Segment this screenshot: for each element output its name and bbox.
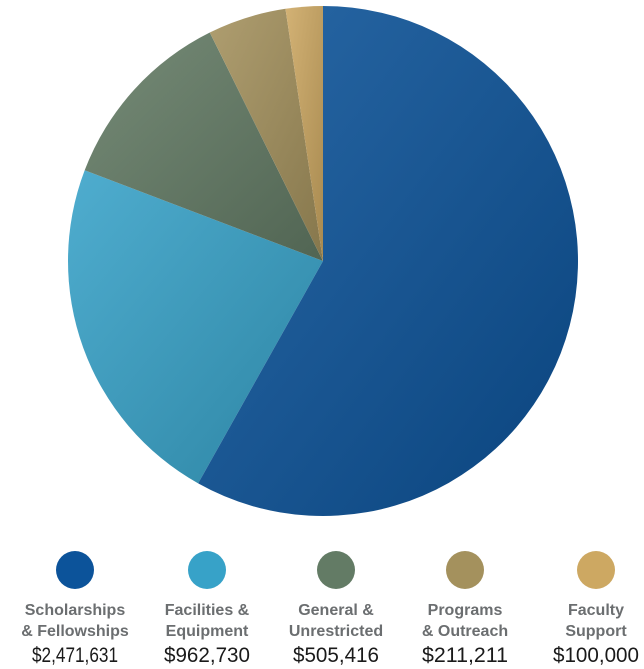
legend-value-facilities-and-equipment: $962,730 bbox=[164, 644, 250, 667]
legend-label-general-and-unrestricted-line-1: General & bbox=[298, 602, 374, 619]
legend-label-scholarships-and-fellowships-line-1: Scholarships bbox=[25, 602, 126, 619]
pie-slice-scholarships-and-fellowships bbox=[198, 6, 579, 516]
legend-label-programs-and-outreach-line-1: Programs bbox=[428, 602, 503, 619]
pie-slice-facilities-and-equipment bbox=[68, 170, 323, 484]
pie-slice-general-and-unrestricted bbox=[84, 32, 323, 262]
pie-slice-programs-and-outreach bbox=[209, 8, 323, 262]
legend-item-faculty-support: Faculty Support $100,000 bbox=[553, 551, 639, 667]
legend-swatch-faculty-support bbox=[577, 551, 615, 589]
pie-slices bbox=[68, 6, 579, 516]
legend-label-scholarships-and-fellowships-line-2: & Fellowships bbox=[21, 623, 129, 640]
legend-label-general-and-unrestricted-line-2: Unrestricted bbox=[289, 623, 383, 640]
legend-value-programs-and-outreach: $211,211 bbox=[422, 644, 508, 667]
legend-label-programs-and-outreach-line-2: & Outreach bbox=[422, 623, 508, 640]
legend-value-general-and-unrestricted: $505,416 bbox=[293, 644, 379, 667]
legend-label-faculty-support-line-2: Support bbox=[565, 623, 627, 640]
legend-label-facilities-and-equipment-line-2: Equipment bbox=[166, 623, 249, 640]
legend-swatch-programs-and-outreach bbox=[446, 551, 484, 589]
legend: Scholarships & Fellowships $2,471,631 Facil… bbox=[21, 551, 639, 667]
legend-item-facilities-and-equipment: Facilities & Equipment $962,730 bbox=[164, 551, 250, 667]
legend-swatch-general-and-unrestricted bbox=[317, 551, 355, 589]
pie-slice-faculty-support bbox=[285, 6, 323, 261]
legend-value-scholarships-and-fellowships: $2,471,631 bbox=[32, 644, 118, 667]
legend-swatch-facilities-and-equipment bbox=[188, 551, 226, 589]
legend-value-faculty-support: $100,000 bbox=[553, 644, 639, 667]
legend-swatch-scholarships-and-fellowships bbox=[56, 551, 94, 589]
legend-item-scholarships-and-fellowships: Scholarships & Fellowships $2,471,631 bbox=[21, 551, 129, 667]
legend-item-general-and-unrestricted: General & Unrestricted $505,416 bbox=[289, 551, 383, 667]
legend-label-faculty-support-line-1: Faculty bbox=[568, 602, 624, 619]
legend-label-facilities-and-equipment-line-1: Facilities & bbox=[165, 602, 250, 619]
legend-item-programs-and-outreach: Programs & Outreach $211,211 bbox=[422, 551, 508, 667]
